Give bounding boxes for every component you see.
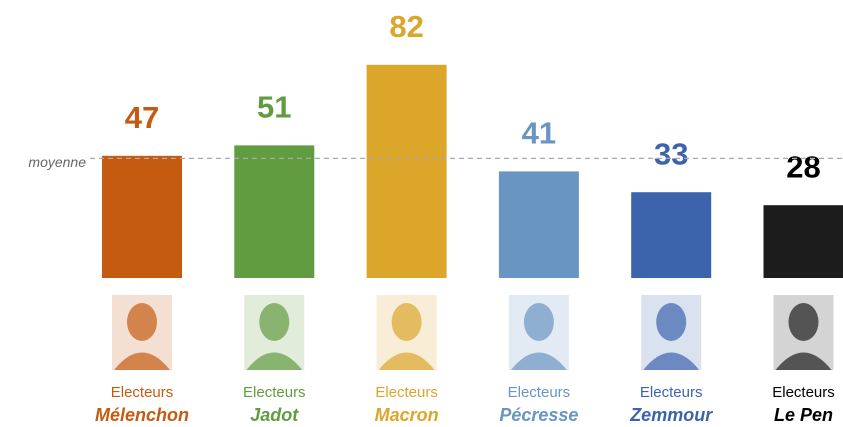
category-label: Mélenchon (95, 405, 189, 425)
category-label: Jadot (250, 405, 299, 425)
bar (234, 145, 315, 278)
portrait-body (643, 352, 700, 370)
portrait (508, 295, 569, 370)
portrait-body (510, 352, 567, 370)
portrait-head (656, 303, 687, 341)
bar (763, 205, 843, 278)
value-label: 51 (257, 90, 291, 125)
portrait-body (775, 352, 832, 370)
value-label: 41 (522, 116, 556, 151)
reference-label: moyenne (28, 154, 86, 170)
portrait-head (259, 303, 290, 341)
category-prefix: Electeurs (772, 384, 835, 401)
bar (498, 171, 579, 278)
portrait (112, 295, 172, 370)
portrait-head (391, 303, 422, 341)
portrait-body (114, 352, 170, 370)
portrait-head (127, 303, 157, 341)
bar (366, 64, 447, 278)
category-label: Macron (375, 405, 439, 425)
value-label: 28 (786, 149, 820, 184)
category-label: Zemmour (629, 405, 713, 425)
category-label: Le Pen (774, 405, 833, 425)
value-label: 82 (389, 9, 423, 44)
portrait (244, 295, 305, 370)
portrait-head (523, 303, 554, 341)
portrait (773, 295, 834, 370)
value-label: 33 (654, 136, 688, 171)
portrait (641, 295, 702, 370)
category-prefix: Electeurs (640, 384, 703, 401)
value-label: 47 (125, 100, 159, 135)
category-prefix: Electeurs (111, 384, 174, 401)
bar (631, 192, 712, 278)
portrait-body (378, 352, 435, 370)
portrait-body (246, 352, 303, 370)
portrait-head (788, 303, 819, 341)
bar (102, 155, 182, 278)
category-label: Pécresse (499, 405, 578, 425)
category-prefix: Electeurs (508, 384, 571, 401)
category-prefix: Electeurs (243, 384, 306, 401)
category-prefix: Electeurs (375, 384, 438, 401)
portrait (376, 295, 437, 370)
